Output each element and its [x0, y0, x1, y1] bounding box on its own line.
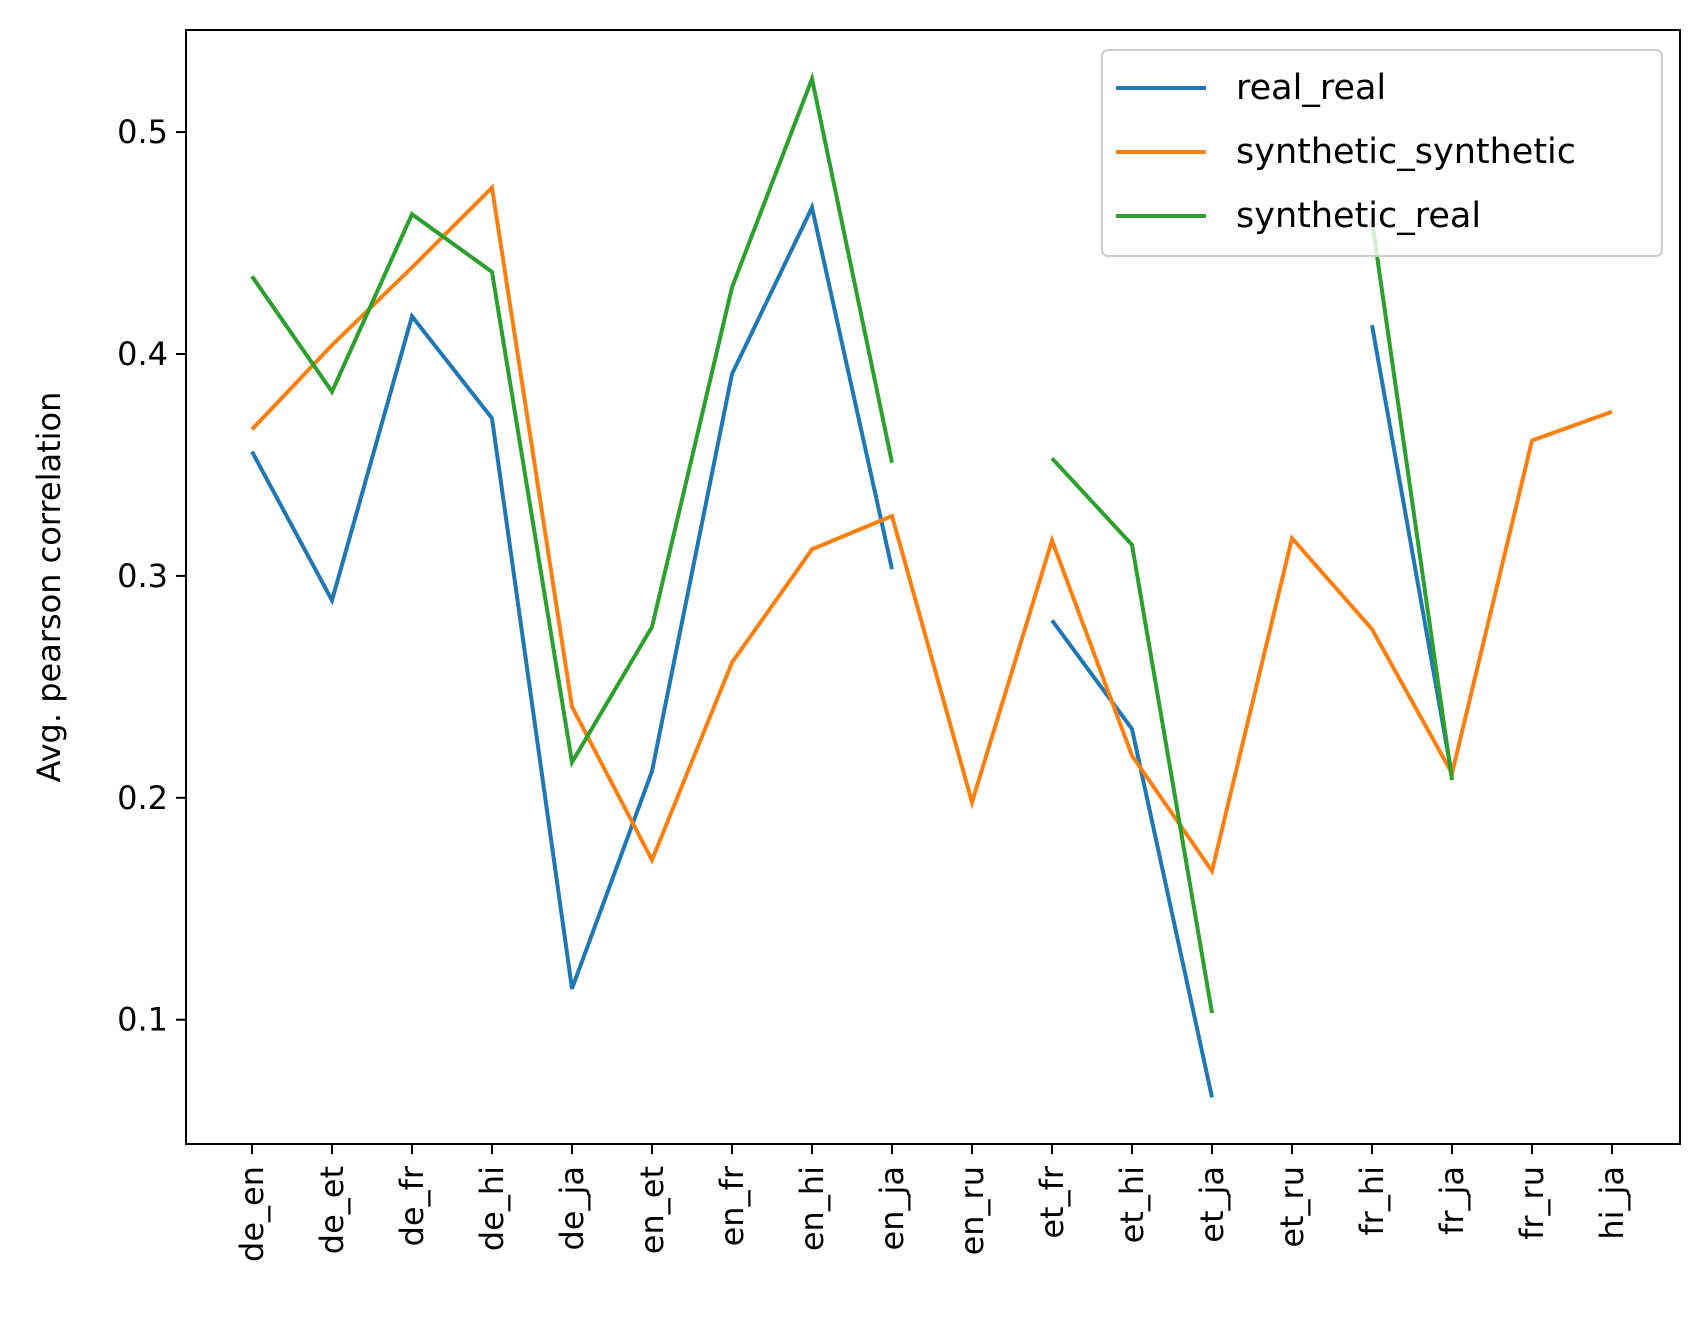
series-line-synthetic-real: [1370, 220, 1454, 781]
x-tick-label: en_ja: [873, 1166, 911, 1250]
x-tick-label: de_ja: [553, 1166, 591, 1251]
x-tick-label: en_ru: [953, 1166, 991, 1255]
series-line-synthetic-synthetic: [250, 183, 1613, 876]
plot-frame: [185, 29, 1681, 1145]
x-tick-label: en_et: [633, 1166, 671, 1254]
y-tick-label: 0.1: [117, 1001, 168, 1039]
x-tick-label: et_hi: [1113, 1166, 1151, 1243]
series-line-synthetic-real: [250, 71, 894, 769]
x-tick-label: fr_ja: [1433, 1166, 1471, 1235]
y-tick-label: 0.4: [117, 335, 168, 373]
x-tick-label: fr_hi: [1353, 1166, 1391, 1236]
x-tick-label: hi_ja: [1593, 1166, 1631, 1240]
x-axis: de_en de_et de_fr de_hi de_ja en_et en_fr en_hi…: [233, 1144, 1631, 1262]
x-tick-label: de_hi: [473, 1166, 511, 1251]
legend-label: real_real: [1236, 68, 1386, 108]
legend-label: synthetic_synthetic: [1236, 132, 1576, 172]
legend-box: [1101, 49, 1663, 257]
x-tick-label: et_fr: [1033, 1165, 1071, 1239]
y-axis: 0.1 0.2 0.3 0.4 0.5: [117, 113, 186, 1039]
y-tick-label: 0.2: [117, 779, 168, 817]
legend-label: synthetic_real: [1236, 196, 1481, 236]
y-tick-label: 0.5: [117, 113, 168, 151]
x-tick-label: en_hi: [793, 1166, 831, 1251]
x-tick-label: de_fr: [393, 1165, 431, 1246]
x-tick-label: et_ru: [1273, 1166, 1311, 1248]
series-line-real-real: [250, 201, 894, 990]
x-tick-label: fr_ru: [1513, 1166, 1551, 1240]
x-tick-label: de_en: [233, 1166, 271, 1262]
series-line-synthetic-real: [1050, 456, 1214, 1014]
x-tick-label: en_fr: [713, 1165, 751, 1246]
x-tick-label: de_et: [313, 1166, 351, 1254]
series-line-real-real: [1050, 619, 1214, 1098]
x-tick-label: et_ja: [1193, 1166, 1231, 1243]
y-axis-title: Avg. pearson correlation: [30, 392, 68, 783]
plot-lines: [250, 71, 1613, 1098]
legend: real_real synthetic_synthetic synthetic_re…: [1101, 49, 1663, 257]
y-tick-label: 0.3: [117, 557, 168, 595]
